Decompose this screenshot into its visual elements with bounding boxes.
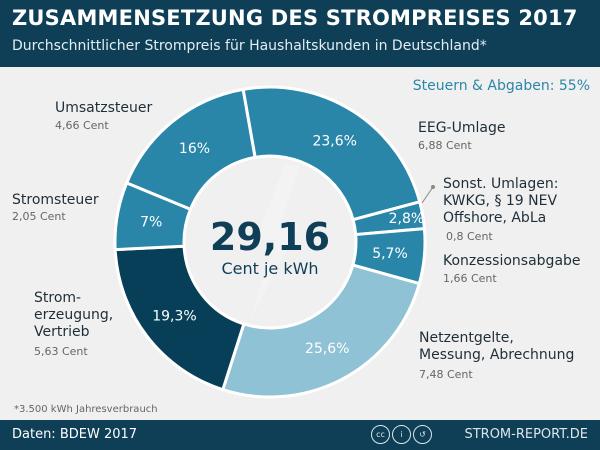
slice-pct-label: 7% bbox=[140, 214, 162, 230]
slice-pct-label: 19,3% bbox=[152, 308, 196, 324]
slice-pct-label: 2,8% bbox=[389, 211, 425, 227]
taxes-summary: Steuern & Abgaben: 55% bbox=[412, 78, 590, 94]
data-source: Daten: BDEW 2017 bbox=[12, 427, 138, 442]
label-netz: Netzentgelte, Messung, Abrechnung bbox=[419, 330, 575, 363]
cc-icon: cc bbox=[371, 425, 390, 444]
label-strom: Strom-erzeugung, Vertrieb bbox=[34, 290, 114, 340]
cent-konz: 1,66 Cent bbox=[443, 272, 497, 285]
share-alike-icon: ↺ bbox=[413, 425, 432, 444]
center-value: 29,16 bbox=[210, 215, 330, 259]
slice-3 bbox=[220, 263, 422, 399]
slice-pct-label: 25,6% bbox=[305, 341, 349, 357]
chart-title: ZUSAMMENSETZUNG DES STROMPREISES 2017 bbox=[12, 6, 578, 30]
slice-pct-label: 5,7% bbox=[372, 246, 408, 262]
label-umsatz: Umsatzsteuer bbox=[55, 100, 153, 116]
attribution-icon: i bbox=[392, 425, 411, 444]
brand-link[interactable]: STROM-REPORT.DE bbox=[464, 427, 588, 442]
slice-pct-label: 16% bbox=[179, 141, 210, 157]
lightning-icon bbox=[250, 165, 300, 320]
center-unit: Cent je kWh bbox=[221, 259, 318, 278]
label-eeg: EEG-Umlage bbox=[418, 120, 506, 136]
label-sonst: Sonst. Umlagen: KWKG, § 19 NEV Offshore, A… bbox=[443, 176, 559, 226]
footer: Daten: BDEW 2017 cc i ↺ STROM-REPORT.DE bbox=[0, 420, 600, 450]
slice-0 bbox=[241, 85, 422, 222]
leader-dot bbox=[431, 185, 435, 189]
footnote: *3.500 kWh Jahresverbrauch bbox=[14, 404, 158, 415]
cent-eeg: 6,88 Cent bbox=[418, 139, 472, 152]
cent-umsatz: 4,66 Cent bbox=[55, 119, 109, 132]
slice-pct-label: 23,6% bbox=[312, 133, 356, 149]
slice-6 bbox=[124, 87, 257, 212]
label-stromsteuer: Stromsteuer bbox=[12, 192, 99, 208]
slice-4 bbox=[113, 244, 246, 392]
chart-subtitle: Durchschnittlicher Strompreis für Hausha… bbox=[12, 38, 487, 54]
leader-line bbox=[421, 186, 434, 204]
cent-stromsteuer: 2,05 Cent bbox=[12, 210, 66, 223]
header: ZUSAMMENSETZUNG DES STROMPREISES 2017 Du… bbox=[0, 0, 600, 67]
cent-strom: 5,63 Cent bbox=[34, 345, 88, 358]
cent-sonst: 0,8 Cent bbox=[446, 230, 493, 243]
label-konz: Konzessionsabgabe bbox=[443, 253, 581, 269]
cent-netz: 7,48 Cent bbox=[419, 368, 473, 381]
license-icons: cc i ↺ bbox=[371, 425, 432, 444]
